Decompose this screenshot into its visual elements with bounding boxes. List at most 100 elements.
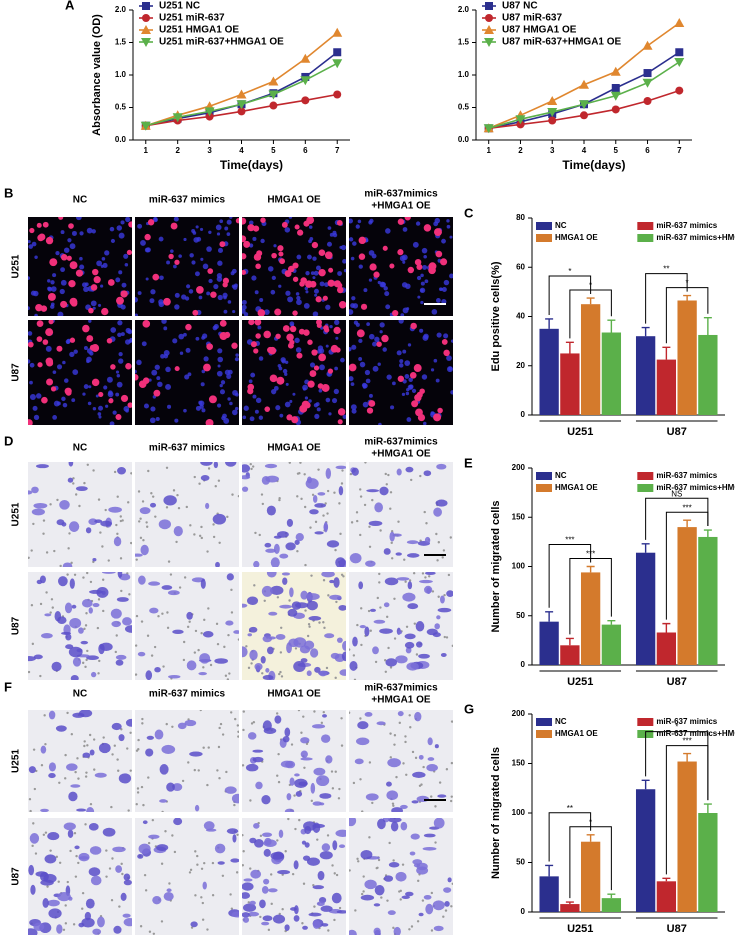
nucleus [95, 394, 99, 398]
nucleus [430, 368, 435, 372]
stained-cell [33, 654, 43, 660]
marker [333, 48, 342, 57]
pore [357, 860, 360, 863]
edu-cell [253, 253, 262, 261]
edu-cell [291, 416, 299, 424]
nucleus [234, 357, 239, 362]
pore [335, 873, 339, 877]
row-label: U87 [11, 867, 22, 886]
pore [349, 869, 351, 872]
x-tick-label: U251 [567, 923, 593, 935]
stained-cell [111, 722, 122, 731]
stained-cell [148, 834, 160, 839]
edu-cell [407, 266, 415, 274]
stained-cell [360, 894, 375, 901]
nucleus [379, 281, 386, 288]
nucleus [359, 361, 366, 368]
stained-cell [396, 577, 410, 581]
stained-cell [427, 757, 435, 761]
significance-label: * [589, 281, 592, 290]
nucleus [186, 284, 191, 289]
column-label: miR-637mimics [364, 189, 438, 200]
stained-cell [189, 751, 203, 757]
stained-cell [29, 833, 40, 844]
nucleus [368, 250, 375, 256]
legend-label: U87 NC [502, 1, 538, 12]
nucleus [312, 311, 319, 316]
stained-cell [242, 912, 250, 918]
stained-cell [349, 818, 357, 827]
edu-cell [56, 345, 63, 352]
y-tick-label: 0.5 [115, 103, 127, 112]
nucleus [31, 241, 37, 247]
bar [698, 813, 718, 912]
nucleus [384, 291, 390, 297]
pore [352, 654, 356, 657]
edu-cell [168, 253, 174, 260]
stained-cell [186, 611, 193, 620]
stained-cell [138, 843, 151, 854]
edu-cell [210, 291, 217, 298]
nucleus [312, 276, 316, 280]
stained-cell [302, 925, 308, 930]
pore [349, 711, 351, 714]
stained-cell [233, 630, 239, 634]
stained-cell [75, 486, 88, 492]
pore [30, 549, 33, 552]
nucleus [112, 410, 117, 415]
edu-cell [142, 320, 151, 328]
nucleus [123, 406, 130, 412]
stained-cell [294, 778, 308, 788]
pore [154, 515, 157, 518]
edu-cell [222, 282, 228, 288]
significance-label: NS [671, 489, 682, 498]
legend-swatch [536, 234, 552, 242]
nucleus [101, 257, 106, 261]
stained-cell [295, 533, 304, 542]
significance-bracket [569, 289, 612, 339]
y-tick-label: 0 [521, 907, 526, 916]
pore [176, 493, 179, 497]
marker [300, 76, 311, 86]
stained-cell [406, 553, 420, 558]
error-bar [545, 864, 554, 877]
pore [49, 849, 52, 852]
edu-cell [316, 320, 323, 326]
nucleus [249, 416, 255, 422]
pore [355, 511, 359, 514]
pore [393, 734, 397, 737]
nucleus [206, 291, 211, 296]
legend-label: U251 NC [159, 1, 200, 12]
nucleus [404, 374, 410, 379]
edu-cell [311, 349, 318, 356]
marker [675, 48, 684, 57]
pore [97, 598, 101, 601]
error-bar [565, 637, 574, 646]
stained-cell [321, 843, 331, 852]
nucleus [116, 381, 123, 388]
pore [127, 501, 130, 504]
stained-cell [247, 911, 260, 917]
nucleus [63, 247, 70, 253]
edu-cell [433, 413, 442, 422]
pore [32, 748, 36, 751]
nucleus [331, 397, 338, 404]
edu-cell [392, 309, 399, 316]
nucleus [248, 379, 253, 384]
legend-label: NC [555, 471, 567, 480]
stained-cell [326, 540, 340, 548]
stained-cell [318, 670, 328, 677]
pore [280, 675, 284, 678]
pore [45, 591, 48, 594]
stained-cell [282, 577, 288, 585]
legend-swatch [637, 718, 654, 726]
stained-cell [64, 602, 73, 614]
nucleus [340, 244, 346, 251]
pore [98, 659, 101, 663]
nucleus [200, 382, 205, 387]
edu-cell [441, 339, 448, 345]
stained-cell [306, 600, 318, 611]
pore [431, 590, 435, 593]
stained-cell [48, 773, 56, 779]
stained-cell [242, 646, 248, 658]
